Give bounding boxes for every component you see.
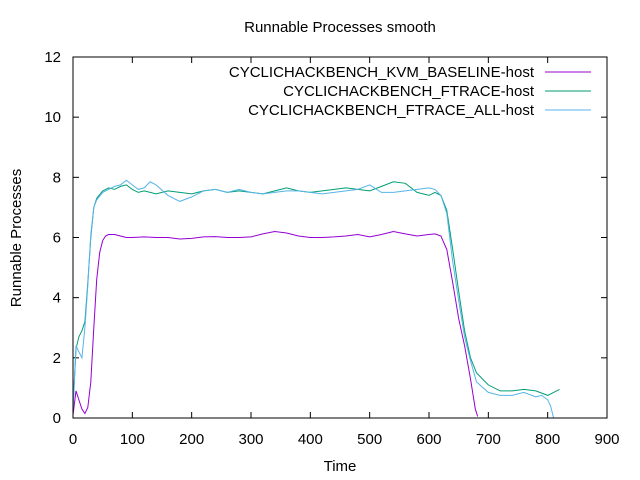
y-tick-label: 6	[53, 230, 61, 247]
plot-frame	[72, 56, 608, 419]
x-tick-label: 500	[357, 431, 382, 448]
series-line-3	[72, 179, 555, 419]
axis-ticks: 0 100 200 300 400 500 600 700 800 900 0 2 4 6 8 10 12	[44, 49, 619, 448]
legend-label-3: CYCLICHACKBENCH_FTRACE_ALL-host	[248, 102, 535, 119]
x-tick-label: 100	[120, 431, 145, 448]
x-tick-label: 0	[69, 431, 77, 448]
x-tick-label: 700	[476, 431, 501, 448]
y-axis-label: Runnable Processes	[8, 169, 25, 307]
x-tick-label: 300	[238, 431, 263, 448]
y-tick-label: 2	[53, 350, 61, 367]
y-tick-label: 4	[53, 290, 61, 307]
y-tick-label: 12	[44, 49, 61, 66]
series-line-2	[72, 181, 560, 410]
x-tick-label: 900	[594, 431, 619, 448]
x-tick-label: 600	[416, 431, 441, 448]
legend: CYCLICHACKBENCH_KVM_BASELINE-host CYCLICH…	[229, 64, 591, 119]
chart-title: Runnable Processes smooth	[244, 19, 436, 36]
x-tick-label: 800	[535, 431, 560, 448]
y-tick-label: 10	[44, 109, 61, 126]
series-layer	[72, 179, 560, 419]
series-line-1	[72, 230, 479, 417]
legend-label-2: CYCLICHACKBENCH_FTRACE-host	[283, 83, 535, 100]
y-tick-label: 0	[53, 410, 61, 427]
y-tick-label: 8	[53, 169, 61, 186]
x-tick-label: 400	[298, 431, 323, 448]
x-axis-label: Time	[324, 458, 357, 475]
legend-label-1: CYCLICHACKBENCH_KVM_BASELINE-host	[229, 64, 535, 81]
x-tick-label: 200	[179, 431, 204, 448]
